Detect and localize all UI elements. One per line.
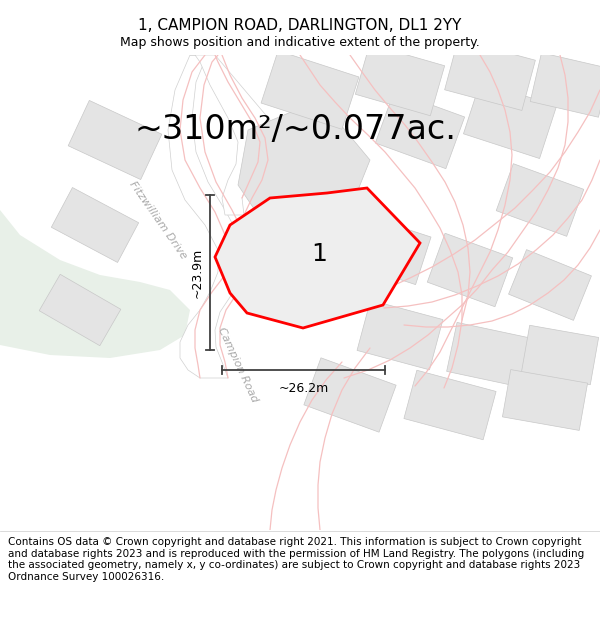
- Polygon shape: [509, 249, 592, 321]
- Polygon shape: [355, 44, 445, 116]
- Polygon shape: [521, 325, 599, 385]
- Polygon shape: [349, 216, 431, 284]
- Text: Map shows position and indicative extent of the property.: Map shows position and indicative extent…: [120, 36, 480, 49]
- Text: 1: 1: [311, 242, 327, 266]
- Polygon shape: [357, 300, 443, 370]
- Polygon shape: [52, 188, 139, 262]
- Text: Campion Road: Campion Road: [216, 326, 260, 404]
- Polygon shape: [168, 55, 244, 378]
- Polygon shape: [0, 55, 190, 358]
- Polygon shape: [530, 52, 600, 118]
- Polygon shape: [215, 188, 420, 328]
- Polygon shape: [496, 164, 584, 236]
- Text: ~310m²/~0.077ac.: ~310m²/~0.077ac.: [134, 114, 456, 146]
- Polygon shape: [238, 100, 370, 240]
- Polygon shape: [463, 81, 557, 159]
- Polygon shape: [68, 101, 162, 179]
- Text: ~23.9m: ~23.9m: [191, 248, 204, 298]
- Polygon shape: [427, 233, 513, 307]
- Text: ~26.2m: ~26.2m: [278, 382, 329, 395]
- Polygon shape: [190, 55, 272, 215]
- Polygon shape: [445, 39, 535, 111]
- Polygon shape: [261, 51, 359, 129]
- Text: Fitzwilliam Drive: Fitzwilliam Drive: [127, 179, 188, 261]
- Polygon shape: [376, 91, 464, 169]
- Polygon shape: [404, 370, 496, 440]
- Polygon shape: [304, 358, 396, 432]
- Text: Contains OS data © Crown copyright and database right 2021. This information is : Contains OS data © Crown copyright and d…: [8, 537, 584, 582]
- Polygon shape: [446, 322, 533, 388]
- Polygon shape: [39, 274, 121, 346]
- Polygon shape: [502, 369, 587, 431]
- Text: 1, CAMPION ROAD, DARLINGTON, DL1 2YY: 1, CAMPION ROAD, DARLINGTON, DL1 2YY: [139, 18, 461, 33]
